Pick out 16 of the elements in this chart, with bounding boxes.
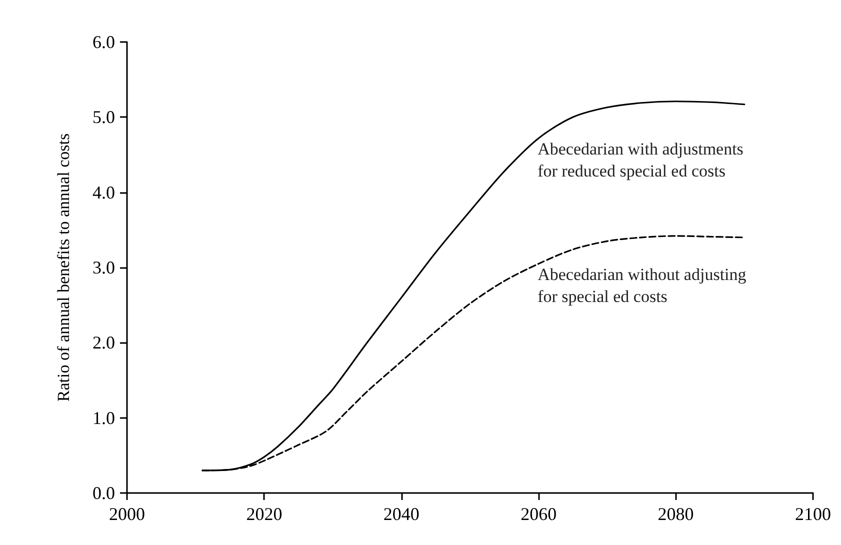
y-tick-label: 6.0 [92, 32, 115, 52]
y-tick-label: 5.0 [92, 107, 115, 128]
y-tick-label: 3.0 [92, 258, 115, 278]
x-tick-label: 2100 [795, 504, 831, 524]
y-tick-label: 0.0 [92, 483, 115, 503]
y-tick-label: 4.0 [92, 182, 115, 202]
x-tick-label: 2080 [658, 504, 694, 524]
x-tick-label: 2000 [109, 504, 145, 524]
y-axis-title: Ratio of annual benefits to annual costs [54, 133, 73, 402]
x-tick-label: 2040 [383, 504, 420, 524]
y-tick-label: 1.0 [92, 408, 115, 428]
y-tick-label: 2.0 [92, 332, 115, 353]
series-label: Abecedarian with adjustments for reduced special ed costs [538, 140, 748, 181]
x-tick-label: 2060 [520, 504, 557, 524]
series-label: Abecedarian without adjusting for special ed costs [538, 265, 751, 306]
x-tick-label: 2020 [246, 504, 282, 524]
